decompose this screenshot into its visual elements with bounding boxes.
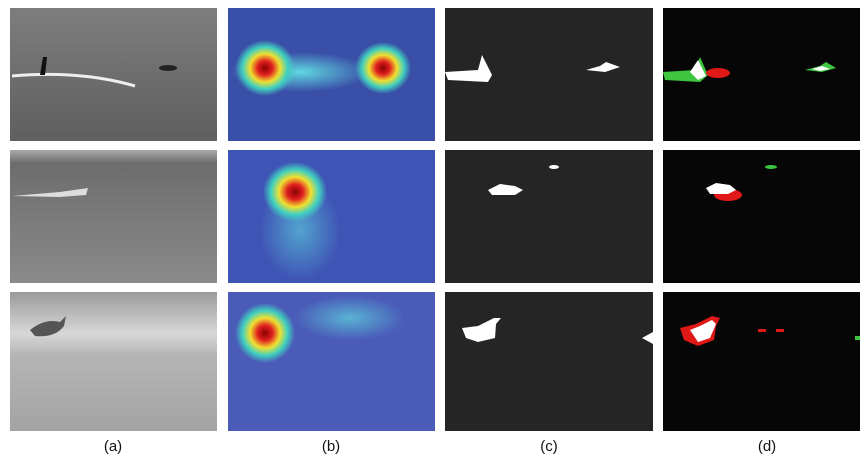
column-a (10, 8, 217, 431)
heat (355, 42, 411, 94)
result (663, 150, 860, 283)
region (776, 329, 784, 332)
mask (445, 150, 653, 283)
column-c (445, 8, 653, 431)
region (855, 336, 860, 340)
photo (10, 292, 217, 431)
caption: (c) (540, 438, 558, 455)
figure: (a) (b) (c) (d) (0, 0, 860, 457)
object (549, 165, 559, 169)
heat (235, 40, 295, 96)
heat (295, 296, 405, 340)
surfer (159, 65, 177, 71)
photo (10, 150, 217, 283)
heat (263, 162, 327, 222)
caption: (a) (104, 438, 122, 455)
result (663, 292, 860, 431)
caption: (b) (322, 438, 340, 455)
column-b (228, 8, 435, 431)
captions: (a) (b) (c) (d) (104, 438, 776, 455)
mask (445, 292, 653, 431)
region (758, 329, 766, 332)
heat (235, 303, 295, 363)
caption: (d) (758, 438, 776, 455)
region (765, 165, 777, 169)
region (706, 68, 730, 78)
column-d (663, 8, 860, 431)
